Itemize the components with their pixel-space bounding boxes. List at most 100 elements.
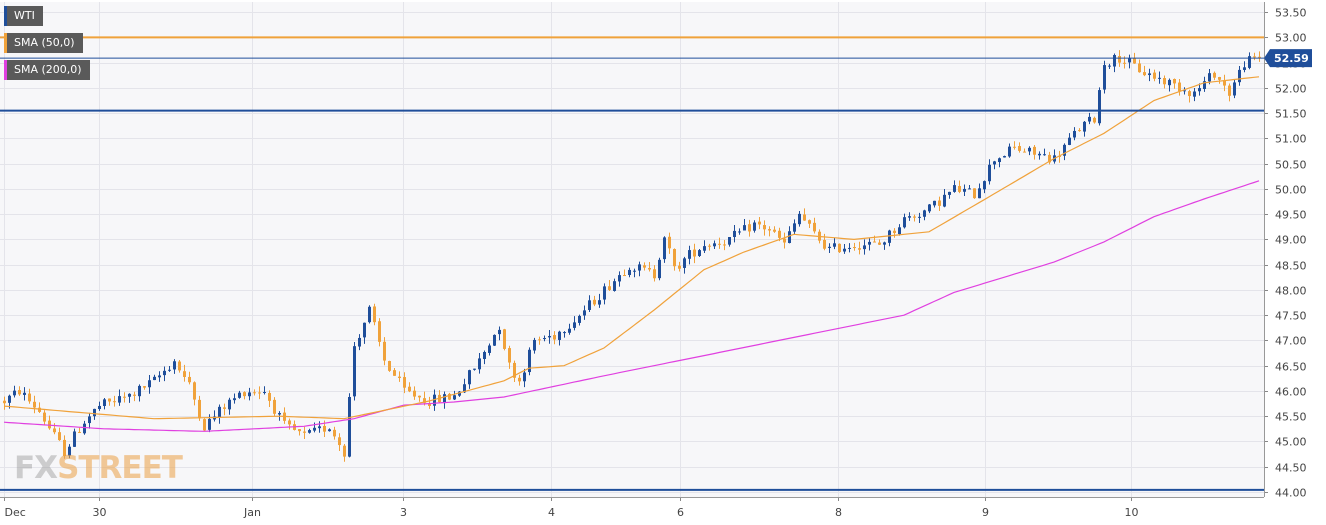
candle-body	[948, 191, 951, 195]
candle-body	[678, 265, 681, 269]
candle-body	[943, 194, 946, 207]
candle-body	[703, 246, 706, 251]
candle-body	[743, 225, 746, 231]
candle-body	[1073, 130, 1076, 138]
candle-body	[1103, 65, 1106, 90]
legend-sma50[interactable]: SMA (50,0)	[4, 33, 83, 53]
candle-body	[443, 394, 446, 404]
candle-body	[18, 390, 21, 395]
last-price-label: 52.59	[1274, 52, 1309, 65]
candle-body	[78, 431, 81, 433]
candle-body	[663, 237, 666, 260]
candle-body	[688, 250, 691, 259]
candle-body	[258, 392, 261, 394]
candle-body	[1088, 116, 1091, 122]
legend-sma200-label: SMA (200,0)	[14, 63, 82, 76]
candle-body	[423, 398, 426, 403]
candle-body	[33, 401, 36, 408]
candle-body	[628, 269, 631, 276]
candle-body	[518, 377, 521, 382]
candle-body	[1178, 82, 1181, 92]
candle-body	[63, 439, 66, 457]
candle-body	[123, 396, 126, 398]
candle-body	[203, 419, 206, 431]
candle-body	[1173, 78, 1176, 84]
candle-body	[1153, 72, 1156, 79]
candle-body	[1098, 90, 1101, 124]
candle-body	[1083, 121, 1086, 132]
candle-body	[1108, 65, 1111, 67]
candle-body	[308, 430, 311, 433]
y-tick-label: 48.00	[1275, 285, 1307, 298]
candle-body	[48, 420, 51, 429]
candle-body	[713, 243, 716, 247]
candle-body	[1033, 146, 1036, 155]
candle-body	[288, 420, 291, 425]
candle-body	[1198, 88, 1201, 92]
legend-instrument-label: WTI	[14, 9, 35, 22]
candle-body	[823, 239, 826, 249]
candle-body	[1113, 55, 1116, 67]
candle-body	[108, 398, 111, 402]
candle-body	[638, 264, 641, 271]
candle-body	[828, 246, 831, 248]
candle-body	[333, 429, 336, 437]
candle-body	[773, 229, 776, 232]
candle-body	[263, 392, 266, 394]
candle-body	[738, 231, 741, 233]
candle-body	[1048, 154, 1051, 163]
candle-body	[478, 358, 481, 370]
candle-body	[8, 395, 11, 403]
candle-body	[388, 361, 391, 371]
candle-body	[1243, 67, 1246, 70]
candle-body	[1253, 56, 1256, 58]
candle-body	[393, 370, 396, 376]
candle-body	[458, 391, 461, 396]
candle-body	[983, 181, 986, 190]
candle-body	[813, 222, 816, 232]
candle-body	[863, 245, 866, 250]
candle-body	[648, 268, 651, 270]
candle-body	[883, 242, 886, 245]
candle-body	[788, 231, 791, 244]
fxstreet-watermark: FXSTREET	[14, 450, 183, 486]
candle-body	[238, 392, 241, 398]
candle-body	[193, 382, 196, 400]
sma200-swatch	[4, 60, 7, 80]
candle-body	[248, 392, 251, 397]
candle-body	[223, 407, 226, 409]
candle-body	[428, 402, 431, 406]
candle-body	[1188, 91, 1191, 97]
legend-sma200[interactable]: SMA (200,0)	[4, 60, 90, 80]
legend-sma50-label: SMA (50,0)	[14, 36, 75, 49]
candle-body	[1203, 81, 1206, 89]
sma50-line	[3, 76, 1260, 420]
legend-instrument[interactable]: WTI	[4, 6, 43, 26]
candle-body	[1028, 147, 1031, 152]
candle-body	[708, 245, 711, 247]
candle-body	[718, 243, 721, 245]
y-tick-label: 50.00	[1275, 184, 1307, 197]
x-tick-label: 8	[835, 506, 842, 519]
candle-body	[543, 338, 546, 340]
candle-body	[923, 210, 926, 217]
candle-body	[1093, 117, 1096, 123]
candle-body	[378, 321, 381, 342]
sma200-line	[3, 180, 1260, 432]
candle-body	[968, 188, 971, 190]
candle-body	[803, 214, 806, 221]
candle-body	[698, 250, 701, 256]
candle-body	[58, 432, 61, 441]
candle-body	[483, 351, 486, 360]
candle-body	[353, 346, 356, 397]
sma50-swatch	[4, 33, 7, 53]
candle-body	[148, 380, 151, 388]
candle-body	[588, 300, 591, 310]
y-tick-label: 46.50	[1275, 361, 1307, 374]
candle-body	[23, 392, 26, 395]
candle-body	[228, 399, 231, 410]
candle-body	[1228, 85, 1231, 96]
candle-body	[88, 416, 91, 424]
y-tick-label: 46.00	[1275, 386, 1307, 399]
